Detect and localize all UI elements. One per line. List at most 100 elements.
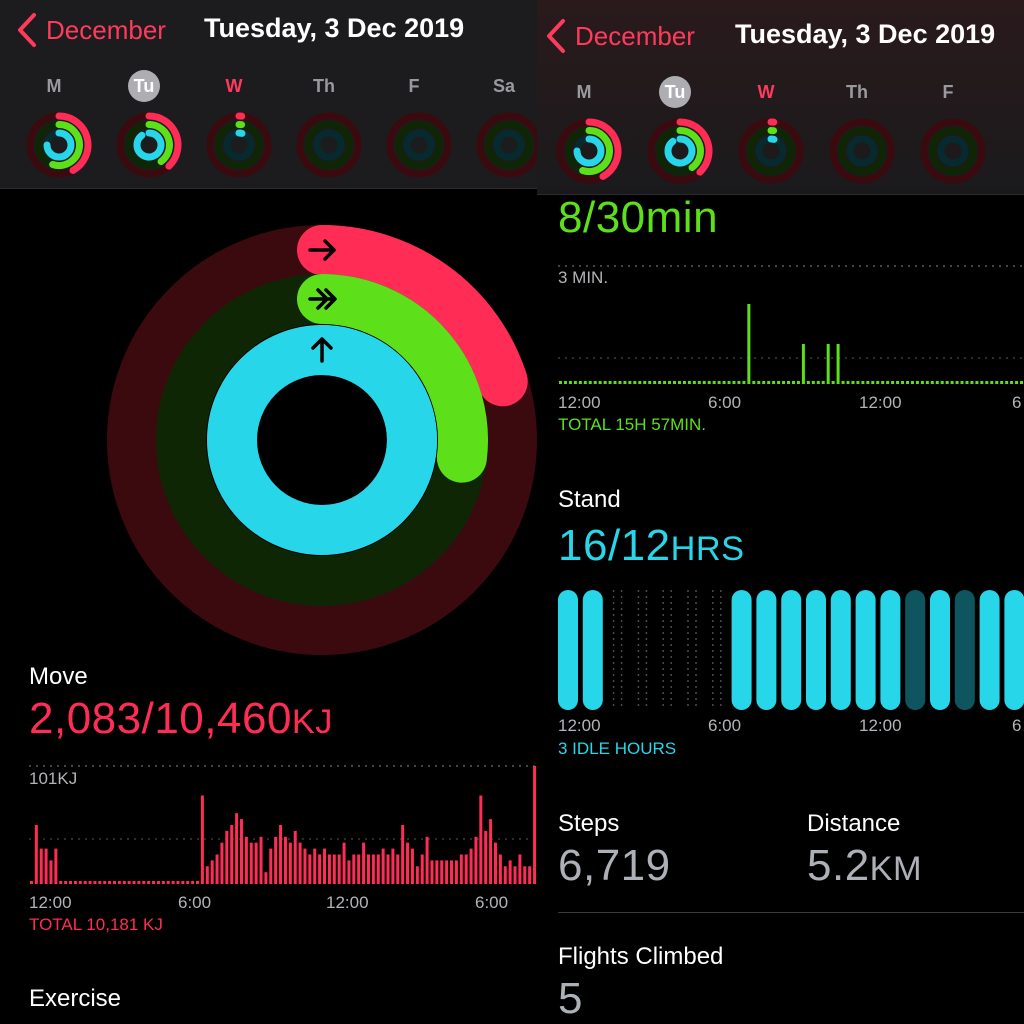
move-chart-bar bbox=[327, 854, 331, 884]
exercise-chart-bar bbox=[737, 381, 741, 384]
exercise-chart bbox=[558, 265, 1024, 384]
day-f[interactable]: F bbox=[918, 76, 986, 186]
exercise-tick-1: 12:00 bbox=[558, 393, 601, 412]
mini-move-ring-progress bbox=[55, 112, 92, 174]
move-chart-bar bbox=[108, 881, 112, 884]
exercise-chart-bar bbox=[915, 381, 919, 384]
mini-move-ring-track bbox=[476, 112, 537, 178]
mini-activity-rings bbox=[206, 112, 272, 178]
day-tu[interactable]: Tu bbox=[114, 70, 182, 180]
exercise-chart-bar bbox=[787, 381, 791, 384]
exercise-chart-bar bbox=[896, 381, 900, 384]
stand-value-number: 16/12 bbox=[558, 521, 671, 570]
mini-move-ring-progress bbox=[585, 118, 622, 180]
exercise-chart-bar bbox=[593, 381, 597, 384]
exercise-tick-4: 6 bbox=[1012, 393, 1022, 412]
move-chart-bar bbox=[283, 836, 287, 884]
exercise-chart-bar bbox=[588, 381, 592, 384]
mini-stand-ring-progress bbox=[133, 129, 165, 161]
day-sa[interactable]: Sa bbox=[474, 70, 537, 180]
back-to-month-button-2[interactable]: December bbox=[545, 18, 695, 54]
exercise-chart-bar bbox=[801, 344, 805, 384]
day-tu[interactable]: Tu bbox=[645, 76, 713, 186]
day-letter: Tu bbox=[128, 70, 160, 102]
mini-stand-ring-progress bbox=[573, 135, 605, 167]
week-header-overlay: December Tuesday, 3 Dec 2019 M Tu W Th F bbox=[537, 0, 1024, 195]
date-title: Tuesday, 3 Dec 2019 bbox=[204, 13, 465, 43]
move-chart-bar bbox=[59, 881, 63, 884]
stand-chart-bar bbox=[830, 590, 851, 710]
exercise-chart-bar bbox=[876, 381, 880, 384]
move-chart-bar bbox=[54, 848, 58, 884]
exercise-chart-bar bbox=[613, 381, 617, 384]
stand-label: Stand bbox=[558, 486, 621, 513]
date-title: Tuesday, 3 Dec 2019 bbox=[735, 19, 996, 49]
move-chart-bar bbox=[528, 866, 532, 884]
exercise-chart-bar bbox=[811, 381, 815, 384]
exercise-chart-bar bbox=[1020, 381, 1024, 384]
move-chart-bar bbox=[347, 860, 351, 884]
chevron-left-icon bbox=[547, 19, 565, 53]
move-value-number: 2,083/10,460 bbox=[29, 694, 292, 743]
exercise-chart-bar bbox=[682, 381, 686, 384]
exercise-chart-bar bbox=[628, 381, 632, 384]
move-chart-bar bbox=[142, 881, 146, 884]
exercise-chart-bar bbox=[856, 381, 860, 384]
day-m[interactable]: M bbox=[24, 70, 92, 180]
move-chart-bar bbox=[318, 854, 322, 884]
move-chart-bar bbox=[29, 881, 33, 884]
move-chart-bar bbox=[425, 836, 429, 884]
exercise-chart-bar bbox=[965, 381, 969, 384]
day-w[interactable]: W bbox=[736, 76, 804, 186]
mini-move-ring-track bbox=[920, 118, 986, 184]
day-th[interactable]: Th bbox=[294, 70, 362, 180]
exercise-chart-bar bbox=[945, 381, 949, 384]
divider bbox=[558, 912, 1024, 913]
move-chart-bar bbox=[112, 881, 116, 884]
day-m[interactable]: M bbox=[554, 76, 622, 186]
move-tick-1: 12:00 bbox=[29, 893, 72, 912]
exercise-total: TOTAL 15H 57MIN. bbox=[558, 415, 707, 434]
move-chart-bar bbox=[225, 830, 229, 884]
stand-chart-bar bbox=[806, 590, 826, 710]
stand-ring-progress bbox=[297, 325, 437, 509]
activity-summary-panel: December Tuesday, 3 Dec 2019 M Tu W Th F Sa M… bbox=[0, 0, 537, 1012]
move-chart-bar bbox=[152, 881, 156, 884]
move-label: Move bbox=[29, 663, 88, 690]
stand-up-arrow-icon bbox=[311, 337, 333, 363]
exercise-chart-bar bbox=[648, 381, 652, 384]
move-chart-bar bbox=[156, 881, 160, 884]
day-letter: Th bbox=[846, 82, 868, 102]
move-chart-bar bbox=[308, 854, 312, 884]
day-w[interactable]: W bbox=[204, 70, 272, 180]
exercise-chart-bar bbox=[638, 381, 642, 384]
stand-chart-bar bbox=[905, 590, 926, 710]
move-chart-bar bbox=[474, 836, 478, 884]
activity-detail-panel: 8/30min 3 MIN. 12:00 6:00 12:00 6 TOTAL … bbox=[537, 0, 1024, 1024]
move-tick-2: 6:00 bbox=[178, 893, 212, 912]
move-tick-3: 12:00 bbox=[326, 893, 369, 912]
move-chart-bar bbox=[469, 848, 473, 884]
move-chart-bar bbox=[132, 881, 136, 884]
exercise-chart-bar bbox=[692, 381, 696, 384]
day-th[interactable]: Th bbox=[827, 76, 895, 186]
move-chart-bar bbox=[274, 836, 278, 884]
day-letter: Sa bbox=[492, 76, 516, 96]
move-chart-bar bbox=[420, 854, 424, 884]
exercise-chart-bar bbox=[558, 381, 562, 384]
exercise-chart-bar bbox=[563, 381, 567, 384]
exercise-label: Exercise bbox=[29, 985, 122, 1012]
exercise-chart-bar bbox=[697, 381, 701, 384]
stand-tick-3: 12:00 bbox=[859, 716, 902, 735]
day-f[interactable]: F bbox=[384, 70, 452, 180]
move-chart-bar bbox=[406, 842, 410, 884]
move-chart-bar bbox=[69, 881, 73, 884]
exercise-chart-bar bbox=[712, 381, 716, 384]
move-chart-bar bbox=[489, 819, 493, 884]
exercise-tick-2: 6:00 bbox=[708, 393, 742, 412]
move-chart-bar bbox=[371, 854, 375, 884]
exercise-chart-bar bbox=[707, 381, 711, 384]
back-to-month-button[interactable]: December bbox=[16, 12, 166, 48]
flights-label: Flights Climbed bbox=[558, 943, 724, 970]
move-chart-bar bbox=[396, 854, 400, 884]
